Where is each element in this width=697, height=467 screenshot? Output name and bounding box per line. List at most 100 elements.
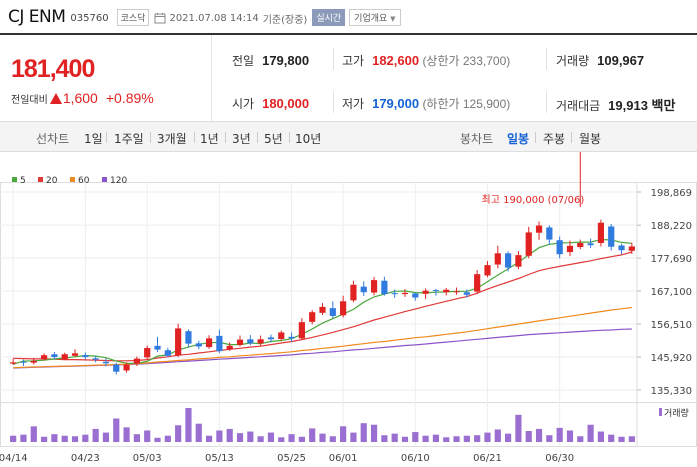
tab-1d[interactable]: 1일 <box>84 132 103 146</box>
volume-bar <box>628 436 635 442</box>
stat-open-value: 180,000 <box>262 96 310 111</box>
candle-body <box>474 274 481 292</box>
stat-open: 시가 180,000 <box>232 95 309 112</box>
stat-divider <box>333 91 334 113</box>
x-tick-label: 06/01 <box>329 453 358 464</box>
candle-body <box>525 232 532 256</box>
price-summary: 181,400 전일대비 1,600 +0.89% <box>0 35 212 121</box>
volume-bar <box>102 432 110 442</box>
volume-bar <box>577 436 584 442</box>
volume-bar <box>535 428 543 442</box>
tab-3y[interactable]: 3년 <box>232 132 251 146</box>
chart-period-tabs: 선차트 1일 1주일 3개월 1년 3년 5년 10년 봉차트 일봉 주봉 월봉 <box>0 122 697 152</box>
candle-body <box>484 265 491 276</box>
stat-open-label: 시가 <box>232 97 255 111</box>
candle-body <box>381 280 388 295</box>
volume-bar <box>453 436 460 442</box>
volume-bar <box>236 433 244 442</box>
tab-1y[interactable]: 1년 <box>200 132 219 146</box>
candle-body <box>597 222 605 244</box>
volume-bar <box>474 435 481 442</box>
volume-bar <box>360 423 367 442</box>
candle-body <box>154 345 161 350</box>
volume-bar <box>267 432 275 442</box>
candle-body <box>391 293 398 295</box>
candle-body <box>236 339 244 345</box>
tab-3m[interactable]: 3개월 <box>157 132 187 146</box>
volume-bar <box>71 436 79 442</box>
stat-volume-label: 거래량 <box>556 54 590 68</box>
tab-separator <box>106 132 107 143</box>
legend-label: 120 <box>110 176 127 186</box>
candle-body <box>30 360 37 363</box>
realtime-button[interactable]: 실시간 <box>312 9 346 26</box>
price-pane-frame <box>0 182 697 403</box>
upper-limit: (상한가 233,700) <box>422 54 511 68</box>
tab-5y[interactable]: 5년 <box>264 132 283 146</box>
volume-bar <box>391 433 398 442</box>
change-value: 1,600 <box>62 90 98 106</box>
volume-bar <box>288 434 295 442</box>
candle-body <box>195 343 202 347</box>
candle-body <box>267 337 275 340</box>
volume-bar <box>505 433 512 442</box>
candle-body <box>226 345 233 350</box>
stat-amount-value: 19,913 백만 <box>608 98 676 113</box>
candle-body <box>20 361 27 363</box>
candle-body <box>515 255 522 267</box>
candle-body <box>453 291 460 293</box>
stat-high-label: 고가 <box>342 54 365 68</box>
candle-body <box>360 286 367 293</box>
tab-weekly[interactable]: 주봉 <box>543 132 566 146</box>
candle-body <box>329 308 336 316</box>
legend-swatch <box>102 177 107 182</box>
y-tick-label: 167,100 <box>651 287 692 298</box>
volume-bar <box>350 432 357 442</box>
volume-bar <box>525 431 532 442</box>
volume-bar <box>608 434 615 442</box>
stat-prev-label: 전일 <box>232 54 255 68</box>
volume-bar <box>226 428 233 442</box>
tab-monthly[interactable]: 월봉 <box>579 132 602 146</box>
volume-bar <box>82 434 89 442</box>
stock-header: CJ ENM 035760 코스닥 2021.07.08 14:14 기준(장중… <box>0 0 697 33</box>
candle-body <box>319 306 326 313</box>
volume-bar <box>587 424 594 442</box>
candle-body <box>350 284 357 301</box>
volume-bar <box>113 418 120 442</box>
x-tick-label: 04/23 <box>71 453 100 464</box>
price-change: 전일대비 1,600 +0.89% <box>11 90 154 106</box>
candle-body <box>144 348 151 358</box>
candle-body <box>505 253 512 268</box>
tab-separator <box>225 132 226 143</box>
current-price: 181,400 <box>11 55 95 83</box>
candle-body <box>133 358 140 364</box>
candle-body <box>556 240 563 255</box>
volume-bar <box>10 435 17 442</box>
volume-bar <box>618 436 625 442</box>
tab-1w[interactable]: 1주일 <box>114 132 144 146</box>
tab-separator <box>150 132 151 143</box>
candle-body <box>401 292 409 295</box>
candle-body <box>82 355 89 358</box>
stat-divider <box>546 91 547 113</box>
legend-label: 20 <box>46 176 58 186</box>
volume-bar <box>20 434 27 442</box>
volume-bar <box>30 426 37 442</box>
tab-daily[interactable]: 일봉 <box>507 132 530 146</box>
market-badge: 코스닥 <box>116 9 150 26</box>
volume-bar <box>566 430 574 442</box>
candle-body <box>288 336 295 339</box>
volume-bar <box>216 430 223 442</box>
company-info-dropdown[interactable]: 기업개요 ▼ <box>349 9 401 26</box>
candle-body <box>587 243 594 246</box>
volume-bar <box>319 433 326 442</box>
volume-bar <box>257 436 264 442</box>
tab-10y[interactable]: 10년 <box>295 132 322 146</box>
volume-bar <box>432 434 440 442</box>
chevron-down-icon: ▼ <box>390 15 396 23</box>
volume-bar <box>175 425 182 442</box>
volume-bar <box>494 429 501 442</box>
